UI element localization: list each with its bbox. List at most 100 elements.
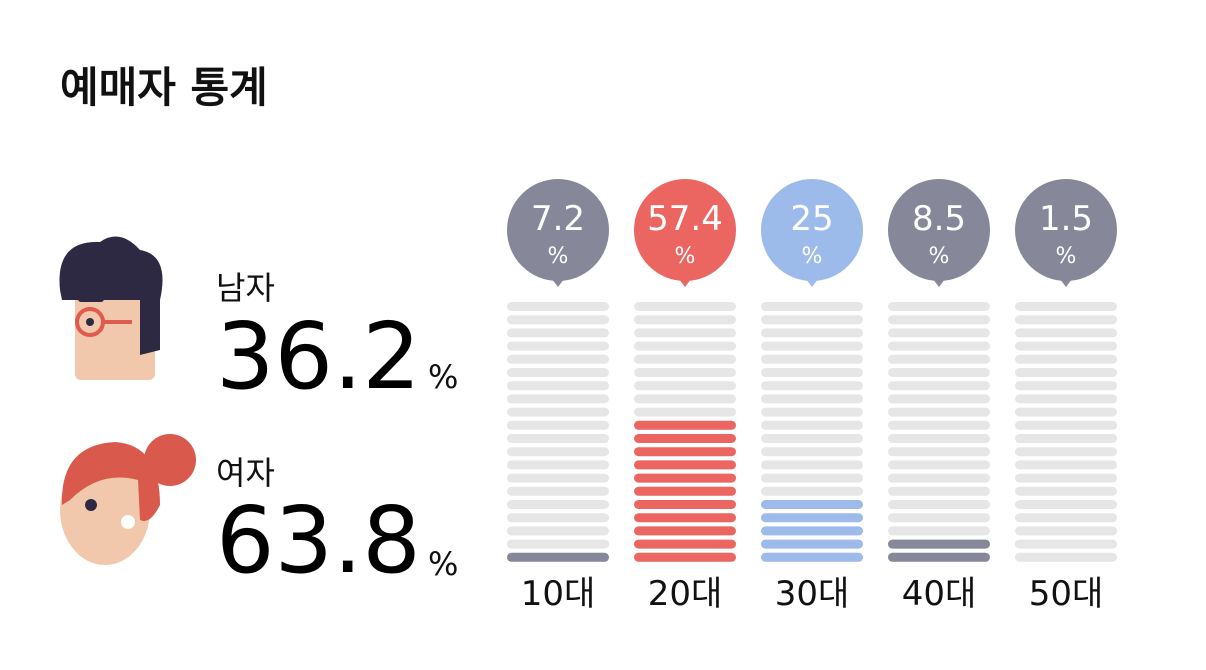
track-stripe: [507, 354, 609, 364]
track-stripe: [507, 486, 609, 496]
x-tick-label: 10대: [521, 574, 596, 614]
track-stripe: [761, 341, 863, 351]
track-stripe: [507, 513, 609, 523]
value-bubble: [634, 179, 736, 281]
track-stripe: [507, 407, 609, 417]
bar-stripe: [634, 447, 736, 457]
bar-stripe: [634, 513, 736, 523]
x-tick-label: 20대: [648, 574, 723, 614]
value-unit: %: [802, 244, 823, 269]
track-stripe: [888, 394, 990, 404]
track-stripe: [1015, 460, 1117, 470]
track-stripe: [888, 368, 990, 377]
bar: [761, 500, 863, 562]
track-stripe: [1015, 341, 1117, 351]
track-stripe: [888, 447, 990, 457]
track-stripe: [888, 420, 990, 430]
track-stripe: [634, 381, 736, 391]
track-stripe: [888, 434, 990, 443]
value-bubble: [761, 179, 863, 281]
x-tick-label: 40대: [902, 574, 977, 614]
track-stripe: [634, 302, 736, 311]
track-stripe: [888, 460, 990, 470]
track-stripe: [507, 394, 609, 404]
gender-label: 여자: [216, 454, 275, 492]
unit: %: [428, 358, 458, 396]
value-label: 1.5: [1039, 199, 1093, 239]
track-stripe: [634, 354, 736, 364]
track-stripe: [634, 328, 736, 338]
track-stripe: [1015, 381, 1117, 391]
track-stripe: [1015, 354, 1117, 364]
track-stripe: [507, 434, 609, 443]
bubble-pointer: [552, 279, 564, 287]
track-stripe: [507, 302, 609, 311]
bar: [507, 552, 609, 562]
track-stripe: [634, 407, 736, 417]
bar-stripe: [634, 539, 736, 549]
track-stripe: [888, 486, 990, 496]
track-stripe: [761, 434, 863, 443]
bar-stripe: [634, 526, 736, 536]
bar-stripe: [634, 473, 736, 483]
x-tick-label: 30대: [775, 574, 850, 614]
track-stripe: [1015, 486, 1117, 496]
track-stripe: [1015, 368, 1117, 377]
value-unit: %: [675, 244, 696, 269]
bar-stripe: [634, 434, 736, 443]
bar-stripe: [761, 526, 863, 536]
value-unit: %: [548, 244, 569, 269]
track-stripe: [634, 394, 736, 404]
track-stripe: [1015, 328, 1117, 338]
track-stripe: [1015, 315, 1117, 325]
track-stripe: [1015, 394, 1117, 404]
bar: [634, 420, 736, 562]
bar-stripe: [634, 500, 736, 509]
track-stripe: [507, 341, 609, 351]
track-stripe: [634, 341, 736, 351]
track-stripe: [507, 526, 609, 536]
track-stripe: [761, 302, 863, 311]
track-stripe: [1015, 302, 1117, 311]
title: 예매자 통계: [60, 63, 268, 112]
track-stripe: [888, 354, 990, 364]
bar-stripe: [634, 552, 736, 562]
value-unit: %: [1056, 244, 1077, 269]
track-stripe: [761, 473, 863, 483]
track-stripe: [761, 447, 863, 457]
unit: %: [428, 545, 458, 583]
track-stripe: [761, 420, 863, 430]
track-stripe: [888, 328, 990, 338]
bar-stripe: [507, 552, 609, 562]
bar-stripe: [888, 552, 990, 562]
track-stripe: [507, 447, 609, 457]
bar-stripe: [761, 513, 863, 523]
bubble-pointer: [806, 279, 818, 287]
value-label: 7.2: [531, 199, 585, 239]
gender-value: 63.8: [216, 487, 421, 594]
male-icon: [59, 236, 163, 380]
track-stripe: [507, 420, 609, 430]
track-stripe: [761, 368, 863, 377]
value-unit: %: [929, 244, 950, 269]
track-stripe: [1015, 473, 1117, 483]
bar-stripe: [634, 486, 736, 496]
track-stripe: [1015, 513, 1117, 523]
track-stripe: [507, 500, 609, 509]
track-stripe: [761, 486, 863, 496]
track-stripe: [761, 315, 863, 325]
bar-stripe: [634, 460, 736, 470]
bar-stripe: [634, 420, 736, 430]
track-stripe: [1015, 552, 1117, 562]
bubble-pointer: [679, 279, 691, 287]
track-stripe: [507, 315, 609, 325]
track-stripe: [888, 526, 990, 536]
track-stripe: [507, 539, 609, 549]
track-stripe: [1015, 500, 1117, 509]
value-label: 25: [790, 199, 833, 239]
gender-value: 36.2: [216, 303, 421, 410]
track-stripe: [888, 315, 990, 325]
track-stripe: [634, 368, 736, 377]
bar-stripe: [761, 539, 863, 549]
